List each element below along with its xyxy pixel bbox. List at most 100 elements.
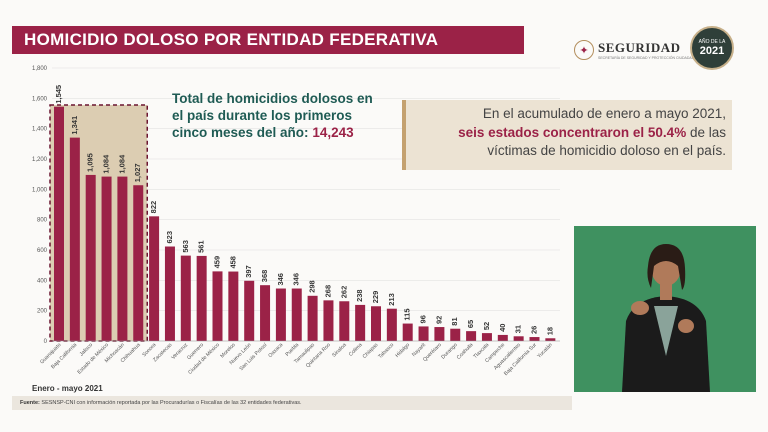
bar-value-label: 238 (355, 289, 364, 302)
callout-pre: En el acumulado de enero a mayo 2021, (482, 106, 726, 121)
x-category-label: Tabasco (377, 342, 395, 360)
bar-28 (481, 333, 492, 341)
bar-value-label: 1,027 (133, 163, 142, 182)
bar-value-label: 262 (339, 286, 348, 299)
year-badge-logo: AÑO DE LA 2021 (690, 26, 734, 70)
bar-16 (291, 288, 302, 341)
bar-value-label: 1,084 (117, 154, 126, 174)
bar-27 (466, 331, 477, 341)
bar-12 (228, 271, 239, 341)
y-tick-label: 1,800 (32, 66, 48, 72)
bar-value-label: 115 (403, 308, 412, 320)
bar-4 (101, 176, 112, 341)
y-tick-label: 1,000 (32, 187, 48, 193)
bar-value-label: 561 (197, 240, 206, 253)
y-tick-label: 0 (44, 339, 48, 345)
bar-value-label: 368 (260, 270, 269, 283)
bar-5 (117, 176, 128, 341)
bar-17 (307, 295, 318, 341)
top-states-highlight-box (49, 104, 148, 342)
bar-23 (402, 323, 413, 341)
bar-31 (529, 337, 540, 341)
bar-14 (260, 285, 271, 341)
source-label: Fuente: (20, 400, 40, 406)
bar-25 (434, 327, 445, 341)
bar-value-label: 459 (213, 256, 222, 269)
bar-value-label: 268 (323, 285, 332, 298)
bar-2 (69, 137, 80, 341)
bar-value-label: 81 (450, 317, 459, 325)
bar-value-label: 31 (514, 325, 523, 333)
bar-value-label: 346 (276, 273, 285, 286)
bar-value-label: 213 (387, 293, 396, 306)
bar-19 (339, 301, 350, 341)
y-tick-label: 800 (37, 218, 48, 224)
bar-value-label: 1,084 (102, 154, 111, 174)
x-category-label: Hidalgo (394, 342, 411, 359)
sign-language-interpreter-video (574, 226, 756, 392)
highlight-callout: En el acumulado de enero a mayo 2021, se… (402, 100, 732, 170)
callout-strong: seis estados concentraron el 50.4% (458, 124, 687, 140)
y-tick-label: 400 (37, 278, 48, 284)
bar-26 (450, 328, 461, 341)
bar-13 (244, 280, 255, 341)
bar-24 (418, 326, 429, 341)
interpreter-figure-icon (574, 226, 756, 392)
bar-value-label: 65 (466, 320, 475, 328)
bar-value-label: 229 (371, 291, 380, 304)
bar-value-label: 822 (149, 201, 158, 214)
bar-value-label: 26 (530, 326, 539, 334)
bar-value-label: 18 (545, 327, 554, 335)
source-footer: Fuente: SESNSP-CNI con información repor… (12, 396, 572, 410)
bar-22 (386, 308, 397, 341)
bar-value-label: 458 (228, 256, 237, 269)
bar-value-label: 623 (165, 231, 174, 244)
bar-value-label: 346 (292, 273, 301, 286)
total-value: 14,243 (312, 125, 354, 140)
x-category-label: Sinaloa (331, 342, 348, 359)
logo-subtitle: SECRETARÍA DE SEGURIDAD Y PROTECCIÓN CIU… (598, 56, 697, 60)
x-category-label: Yucatán (536, 342, 554, 360)
bar-32 (545, 338, 556, 341)
x-category-label: Coahuila (456, 342, 475, 361)
bar-3 (85, 174, 96, 341)
bar-7 (149, 216, 160, 341)
year-badge-year: 2021 (699, 45, 725, 57)
bar-value-label: 1,545 (54, 85, 63, 104)
bar-value-label: 52 (482, 322, 491, 330)
callout-post: de las víctimas de homicidio doloso en e… (487, 124, 726, 159)
y-tick-label: 1,200 (32, 157, 48, 163)
seguridad-logo: ✦ SEGURIDAD SECRETARÍA DE SEGURIDAD Y PR… (574, 40, 697, 60)
eagle-seal-icon: ✦ (574, 40, 594, 60)
bar-value-label: 563 (181, 240, 190, 253)
bar-6 (133, 185, 144, 341)
bar-value-label: 397 (244, 265, 253, 278)
bar-30 (513, 336, 524, 341)
bar-18 (323, 300, 334, 341)
bar-9 (180, 255, 191, 341)
source-text: SESNSP-CNI con información reportada por… (41, 400, 302, 406)
bar-15 (275, 288, 286, 341)
bar-20 (355, 304, 366, 341)
x-category-label: Oaxaca (267, 342, 284, 359)
bar-8 (164, 246, 175, 341)
logo-name: SEGURIDAD (598, 40, 681, 55)
y-tick-label: 1,600 (32, 96, 48, 102)
x-category-label: Chiapas (362, 342, 380, 360)
bar-1 (54, 106, 64, 341)
total-summary-text: Total de homicidios dolosos en el país d… (172, 91, 373, 140)
page-title: HOMICIDIO DOLOSO POR ENTIDAD FEDERATIVA (12, 26, 524, 54)
bar-value-label: 92 (434, 316, 443, 324)
bar-value-label: 40 (498, 324, 507, 332)
y-tick-label: 1,400 (32, 127, 48, 133)
y-tick-label: 600 (37, 248, 48, 254)
bar-10 (196, 255, 207, 341)
bar-value-label: 1,341 (70, 116, 79, 135)
date-range-label: Enero - mayo 2021 (32, 384, 103, 393)
bar-11 (212, 271, 223, 341)
total-summary: Total de homicidios dolosos en el país d… (172, 90, 377, 141)
y-tick-label: 200 (37, 309, 48, 315)
bar-value-label: 298 (308, 280, 317, 293)
year-badge-label: AÑO DE LA (698, 39, 726, 45)
